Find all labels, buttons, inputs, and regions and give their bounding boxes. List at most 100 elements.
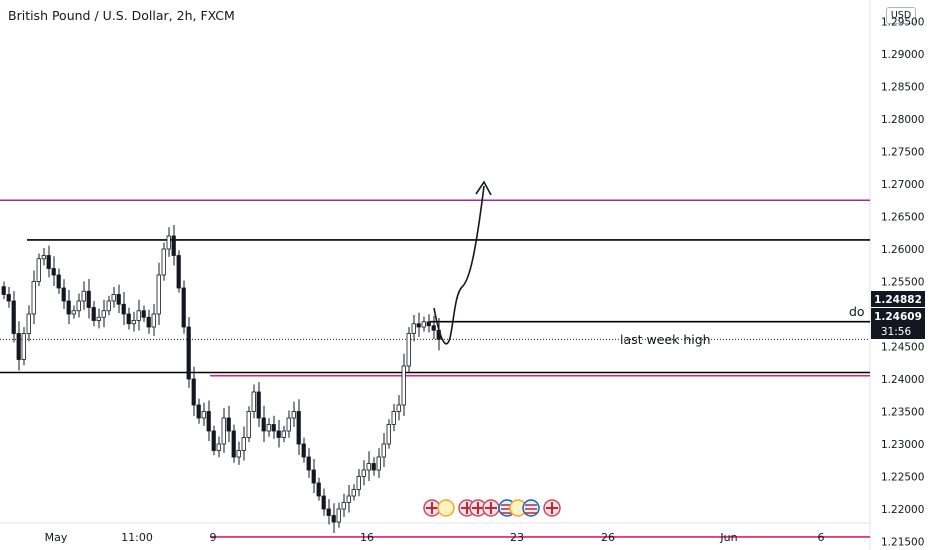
candle-body [66, 300, 71, 315]
candle-body [106, 300, 111, 312]
do-label: do [849, 304, 865, 319]
candle-body [36, 258, 41, 282]
time-tick-label: Jun [719, 531, 737, 544]
candle-body [131, 320, 136, 325]
time-tick-label: May [45, 531, 68, 544]
projection-path[interactable] [433, 185, 485, 345]
price-tick-label: 1.23500 [881, 407, 924, 419]
candle-body [146, 316, 151, 328]
price-tick-label: 1.29500 [881, 17, 924, 29]
candle-body [321, 495, 326, 510]
flag-icon-uk-3[interactable] [469, 499, 487, 517]
time-axis: May 11:00 9 16 23 26 Jun 6 [45, 531, 825, 544]
price-axis: 1.29500 1.29000 1.28500 1.28000 1.27500 1.270… [881, 17, 924, 549]
countdown-text: 31:56 [881, 326, 912, 338]
price-tags: 1.24882 1.24609 31:56 [871, 291, 925, 339]
drawings: last week high do [433, 180, 865, 347]
time-tick-label: 23 [510, 531, 524, 544]
price-tick-label: 1.27000 [881, 179, 924, 191]
candle-body [286, 417, 291, 432]
flag-icon-uk-5[interactable] [543, 499, 561, 517]
candle-body [296, 411, 301, 445]
candle-body [221, 417, 226, 445]
candle-body [111, 294, 116, 302]
horizontal-levels [0, 199, 870, 538]
price-tick-label: 1.25500 [881, 277, 924, 289]
candle-body [171, 235, 176, 256]
flag-icon-uk-4[interactable] [482, 499, 500, 517]
candle-body [136, 310, 141, 321]
axis-separator-layer [0, 0, 871, 550]
candle-body [311, 469, 316, 484]
candle-body [126, 313, 131, 325]
candle-body [236, 450, 241, 458]
candle-body [401, 365, 406, 406]
candle-body [346, 495, 351, 503]
candles [1, 224, 441, 533]
price-tick-label: 1.26500 [881, 212, 924, 224]
candle-body [21, 333, 26, 360]
candle-body [86, 290, 91, 308]
candle-body [426, 321, 431, 327]
price-tick-label: 1.28500 [881, 82, 924, 94]
candle-body [416, 323, 421, 328]
candle-body [306, 456, 311, 471]
candle-body [181, 287, 186, 328]
candle-body [176, 255, 181, 289]
currency-selector[interactable]: USD [886, 7, 916, 24]
candle-body [91, 307, 96, 321]
candle-body [291, 411, 296, 419]
candle-body [336, 508, 341, 523]
candle-body [11, 300, 16, 334]
candle-body [201, 411, 206, 419]
flag-icon-alert-1[interactable] [437, 499, 455, 517]
price-tick-label: 1.22500 [881, 472, 924, 484]
flag-icon-us-2[interactable] [522, 499, 540, 517]
candle-body [6, 294, 11, 302]
candle-body [81, 290, 86, 302]
candle-body [361, 469, 366, 477]
price-tick-label: 1.24000 [881, 374, 924, 386]
candle-body [186, 326, 191, 380]
candle-body [246, 411, 251, 438]
candle-body [376, 456, 381, 471]
candle-body [141, 310, 146, 318]
price-tick-label: 1.21500 [881, 537, 924, 549]
candle-body [271, 424, 276, 432]
candle-body [391, 411, 396, 425]
last-price-tag [871, 308, 925, 339]
candle-body [356, 476, 361, 490]
candle-body [281, 430, 286, 438]
candle-body [96, 316, 101, 321]
candle-body [1, 286, 6, 295]
candle-body [351, 489, 356, 497]
candle-body [216, 443, 221, 451]
candle-body [266, 424, 271, 432]
candle-body [101, 310, 106, 318]
candle-body [191, 378, 196, 406]
candle-body [326, 508, 331, 516]
candle-body [316, 482, 321, 497]
candle-body [371, 463, 376, 471]
candle-body [196, 404, 201, 419]
candle-body [116, 294, 121, 305]
candle-body [366, 463, 371, 471]
candle-body [151, 313, 156, 328]
time-tick-label: 26 [601, 531, 615, 544]
price-tick-label: 1.23000 [881, 439, 924, 451]
candle-body [226, 417, 231, 432]
candle-body [256, 391, 261, 419]
candle-body [51, 268, 56, 276]
candle-body [166, 235, 171, 250]
candle-body [56, 274, 61, 289]
candle-body [16, 333, 21, 360]
candle-body [261, 417, 266, 432]
candle-body [331, 515, 336, 523]
candle-body [206, 411, 211, 432]
candle-body [381, 443, 386, 458]
last-price-tag-text: 1.24609 [874, 311, 922, 323]
candle-body [301, 443, 306, 458]
candle-body [121, 303, 126, 315]
candle-body [276, 430, 281, 438]
